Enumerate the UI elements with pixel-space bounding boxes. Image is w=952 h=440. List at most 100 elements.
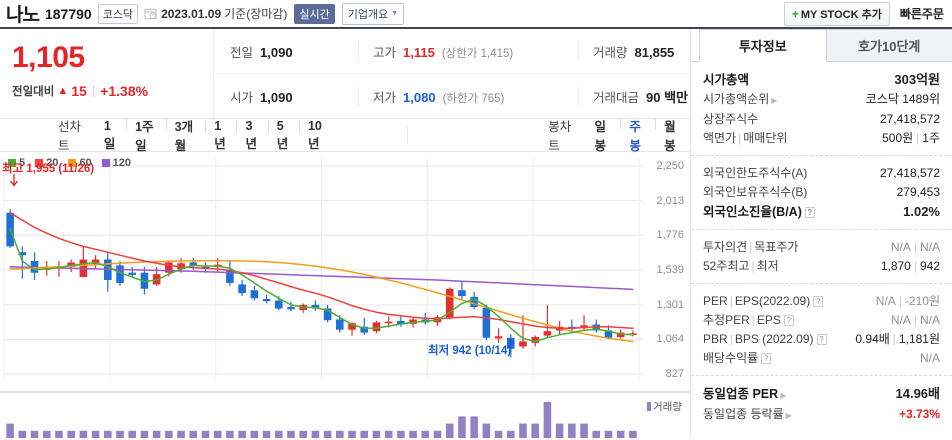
field-value: 1,090: [260, 89, 293, 105]
line-chart-title: 선차트: [58, 120, 82, 153]
info-row: 액면가 | 매매단위 500원 | 1주: [703, 129, 940, 148]
tab-monthly-candle[interactable]: 월봉: [655, 116, 690, 154]
volume-legend-label: 거래량: [653, 401, 682, 413]
add-mystock-button[interactable]: + MY STOCK 추가: [783, 1, 890, 26]
tab-1year[interactable]: 1년: [205, 119, 236, 152]
info-value: 1.02%: [903, 204, 940, 219]
triangle-up-icon: ▲: [57, 84, 69, 97]
info-label[interactable]: 동일업종 PER ▶: [703, 387, 787, 401]
tab-5year[interactable]: 5년: [267, 119, 299, 152]
tab-10year[interactable]: 10년: [298, 119, 335, 152]
help-icon[interactable]: ?: [816, 334, 827, 345]
info-value: N/A | N/A: [890, 240, 940, 254]
ma60-label: 60: [79, 157, 92, 169]
field-label: 저가: [373, 90, 397, 105]
info-row: 외국인소진율(B/A)? 1.02%: [703, 202, 940, 222]
field-limit: (하한가 765): [442, 92, 505, 105]
info-value: N/A | N/A: [890, 313, 940, 327]
company-overview-label: 기업개요: [347, 8, 389, 21]
chevron-right-icon: ▶: [780, 391, 787, 400]
info-label[interactable]: 동일업종 등락률 ▶: [703, 407, 792, 421]
help-icon[interactable]: ?: [761, 353, 772, 364]
candle-chart-title: 봉차트: [548, 120, 572, 153]
investment-panel-tabs: 투자정보 호가10단계: [691, 29, 952, 62]
field-turnover: 거래대금 90 백만: [578, 86, 690, 106]
plus-icon: +: [791, 6, 799, 21]
chevron-down-icon: ▼: [391, 10, 399, 17]
field-label: 전일: [230, 45, 254, 60]
tab-weekly-candle[interactable]: 주봉: [620, 116, 655, 154]
info-row: 시가총액 303억원: [703, 70, 940, 90]
info-label: 시가총액: [703, 73, 750, 87]
current-price-block: 1,105 전일대비 ▲ 15 | +1.38%: [0, 29, 214, 118]
current-price: 1,105: [12, 41, 85, 74]
tab-3month[interactable]: 3개월: [165, 116, 206, 154]
quick-order-link[interactable]: 빠른주문: [899, 7, 944, 21]
field-value: 1,080: [403, 89, 436, 105]
stock-code: 187790: [44, 5, 92, 22]
info-value: 303억원: [894, 72, 940, 87]
info-label: PER | EPS(2022.09)?: [703, 292, 824, 311]
field-low: 저가 1,080 (하한가 765): [358, 86, 578, 106]
field-value: 1,115: [403, 44, 435, 60]
info-row: 외국인한도주식수(A) 27,418,572: [703, 164, 940, 183]
ma-legend-60: 60: [68, 157, 92, 169]
ma-legend-120: 120: [101, 157, 131, 169]
realtime-badge[interactable]: 실시간: [294, 3, 335, 24]
info-value: 279,453: [896, 185, 940, 199]
moving-average-legend: 5 20 60 120: [8, 157, 131, 169]
info-value: 0.94배 | 1,181원: [855, 332, 940, 346]
tab-orderbook-10[interactable]: 호가10단계: [825, 29, 952, 61]
field-label: 거래대금: [593, 90, 640, 105]
ma5-swatch: [8, 159, 16, 167]
tab-1week[interactable]: 1주일: [126, 116, 166, 154]
help-icon[interactable]: ?: [804, 207, 815, 218]
company-overview-button[interactable]: 기업개요 ▼: [341, 2, 405, 25]
annotation-high: 최고 1,955 (11/26): [2, 163, 95, 175]
divider: |: [91, 83, 96, 98]
help-icon[interactable]: ?: [813, 296, 824, 307]
price-fields-row-2: 시가 1,090 저가 1,080 (하한가 765) 거래대금 90 백만: [214, 73, 690, 118]
info-value: 27,418,572: [879, 112, 940, 126]
info-label[interactable]: 시가총액순위 ▶: [703, 92, 778, 106]
info-label: 투자의견 | 목표주가: [703, 240, 799, 254]
info-value: 1,870 | 942: [880, 259, 940, 273]
foreign-group: 외국인한도주식수(A) 27,418,572 외국인보유주식수(B) 279,453 외…: [691, 155, 952, 229]
ma120-label: 120: [112, 157, 131, 169]
chart-column: 1,105 전일대비 ▲ 15 | +1.38% 전일 1,090: [0, 29, 691, 438]
chart-period-tabs: 선차트 1일 1주일 3개월 1년 3년 5년 10년 봉차트 일봉 주봉 월봉: [0, 116, 690, 154]
tab-3year[interactable]: 3년: [236, 119, 267, 152]
field-prev-close: 전일 1,090: [214, 42, 358, 61]
field-high: 고가 1,115 (상한가 1,415): [358, 41, 578, 61]
field-label: 시가: [230, 90, 254, 105]
info-label: 상장주식수: [703, 112, 759, 126]
price-change-percent: +1.38%: [100, 82, 149, 99]
candlestick-chart[interactable]: 5 20 60 120 2,250 2,013 1,776 1,539 1,301 1,0…: [0, 152, 690, 438]
info-value: N/A: [919, 351, 940, 365]
ma-legend-5: 5: [8, 157, 25, 169]
field-limit: (상한가 1,415): [441, 47, 514, 60]
content-wrapper: 1,105 전일대비 ▲ 15 | +1.38% 전일 1,090: [0, 29, 952, 438]
tab-investment-info[interactable]: 투자정보: [699, 29, 827, 62]
field-value: 90 백만: [646, 89, 689, 105]
opinion-group: 투자의견 | 목표주가 N/A | N/A 52주최고 | 최저 1,870 | 942: [691, 229, 952, 283]
volume-legend: 거래량: [647, 399, 682, 414]
info-value: 14.96배: [895, 386, 941, 401]
info-label: 외국인소진율(B/A)?: [703, 203, 815, 222]
quote-basis: 기준(장마감): [224, 7, 288, 21]
help-icon[interactable]: ?: [783, 315, 794, 326]
industry-group: 동일업종 PER ▶ 14.96배 동일업종 등락률 ▶ +3.73%: [691, 375, 952, 432]
chevron-right-icon: ▶: [771, 96, 778, 105]
info-value: 코스닥 1489위: [865, 92, 940, 106]
tab-1day[interactable]: 1일: [103, 118, 116, 151]
info-value: N/A | -210원: [875, 294, 940, 308]
compare-label: 전일대비: [12, 85, 55, 98]
tab-daily-candle[interactable]: 일봉: [594, 120, 607, 153]
info-label: 액면가 | 매매단위: [703, 131, 788, 145]
field-label: 고가: [373, 45, 397, 60]
ma120-swatch: [101, 159, 110, 167]
info-row: PBR | BPS (2022.09)? 0.94배 | 1,181원: [703, 330, 940, 349]
